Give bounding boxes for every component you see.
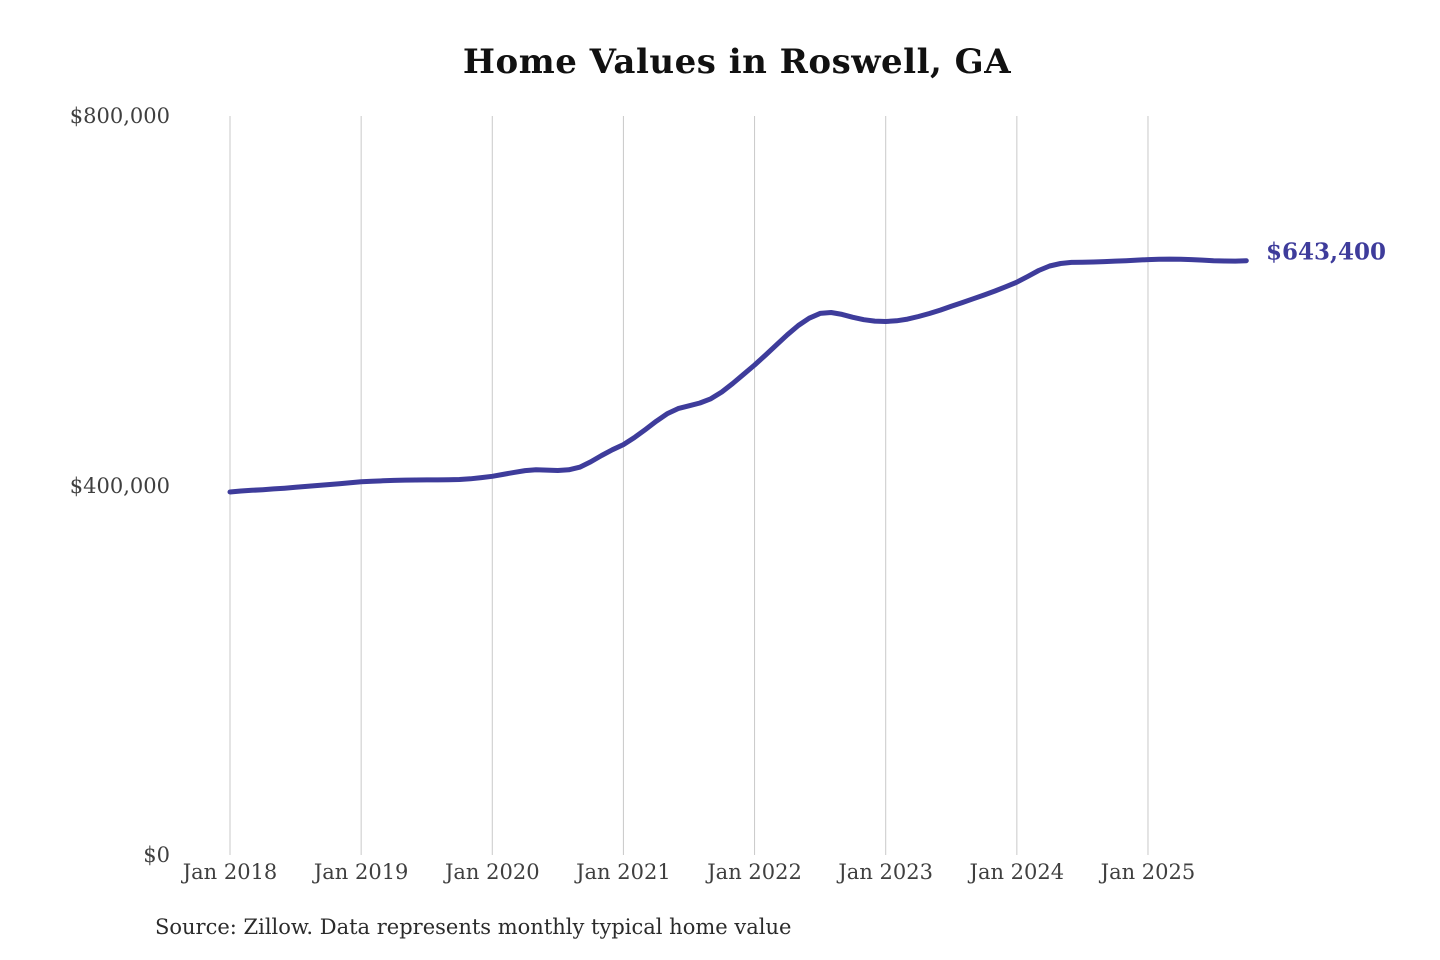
source-note: Source: Zillow. Data represents monthly … bbox=[155, 915, 792, 939]
x-tick-label: Jan 2018 bbox=[182, 860, 278, 884]
x-tick-label: Jan 2024 bbox=[969, 860, 1065, 884]
x-tick-label: Jan 2020 bbox=[444, 860, 540, 884]
x-tick-label: Jan 2025 bbox=[1100, 860, 1196, 884]
y-tick-label: $800,000 bbox=[69, 104, 170, 128]
x-tick-label: Jan 2023 bbox=[838, 860, 933, 884]
y-tick-label: $0 bbox=[143, 843, 170, 867]
value-line bbox=[227, 256, 1249, 495]
x-tick-label: Jan 2021 bbox=[576, 860, 671, 884]
end-value-label: $643,400 bbox=[1266, 238, 1387, 266]
x-tick-label: Jan 2022 bbox=[707, 860, 802, 884]
y-tick-label: $400,000 bbox=[69, 473, 170, 498]
chart-title: Home Values in Roswell, GA bbox=[462, 42, 1012, 82]
x-tick-label: Jan 2019 bbox=[313, 860, 409, 884]
